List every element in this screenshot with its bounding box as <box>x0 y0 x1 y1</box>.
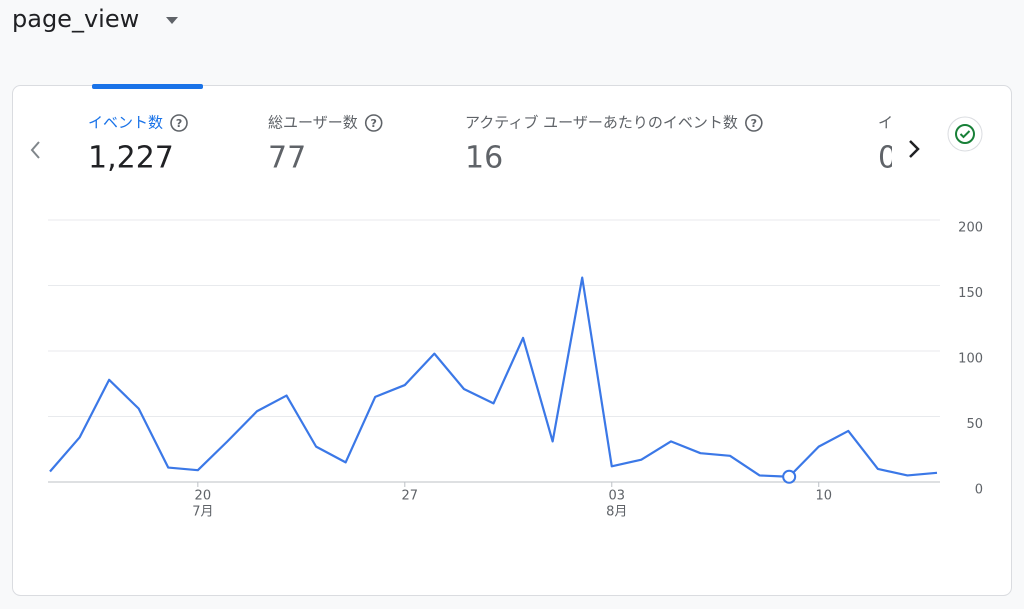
y-tick-label: 150 <box>958 286 983 301</box>
prev-arrow[interactable] <box>30 141 40 159</box>
y-tick-label: 50 <box>966 417 983 432</box>
metric-value: 16 <box>465 141 503 176</box>
metric-value: 0 <box>878 141 897 176</box>
metric-label: イベント数 <box>88 114 163 132</box>
x-month-label: 8月 <box>606 505 627 520</box>
page-title: page_view <box>12 5 139 33</box>
help-icon <box>170 114 188 132</box>
y-tick-label: 100 <box>958 352 983 367</box>
metric-label: イ <box>878 114 893 132</box>
x-tick-label: 03 <box>608 489 625 504</box>
status-button[interactable] <box>947 116 983 152</box>
check-icon <box>959 130 971 139</box>
card <box>12 85 1012 596</box>
next-arrow[interactable] <box>909 140 920 158</box>
metric-value: 1,227 <box>88 141 174 176</box>
y-tick-label: 200 <box>958 221 983 236</box>
help-icon: ? <box>176 117 182 130</box>
x-tick-label: 27 <box>402 489 419 504</box>
x-tick-label: 10 <box>815 489 832 504</box>
help-icon: ? <box>371 117 377 130</box>
x-tick-label: 20 <box>195 489 212 504</box>
highlight-point <box>782 469 797 484</box>
metric-label: 総ユーザー数 <box>268 114 358 132</box>
y-tick-label: 0 <box>975 483 983 498</box>
tab-indicator <box>92 84 203 89</box>
dropdown-arrow[interactable] <box>166 17 178 24</box>
x-month-label: 7月 <box>192 505 213 520</box>
check-icon <box>955 124 975 144</box>
metric-label: アクティブ ユーザーあたりのイベント数 <box>465 114 738 132</box>
help-icon: ? <box>751 117 757 130</box>
help-icon <box>364 114 383 132</box>
metric-value: 77 <box>268 141 306 176</box>
help-icon <box>745 114 763 132</box>
